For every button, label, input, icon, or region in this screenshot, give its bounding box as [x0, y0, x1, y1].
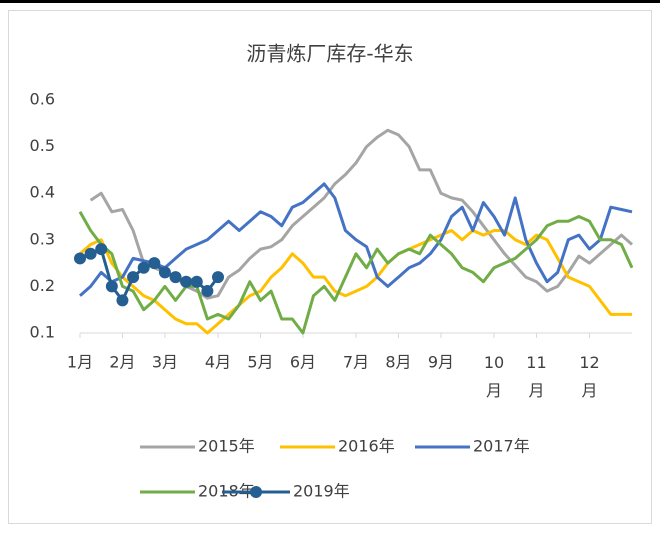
- y-tick-label: 0.2: [30, 276, 55, 295]
- x-tick-label: 5月: [247, 353, 273, 372]
- y-tick-label: 0.5: [30, 136, 55, 155]
- x-tick-label: 12 月: [579, 353, 599, 400]
- x-tick-label-line: 12: [579, 353, 599, 372]
- x-tick-label: 6月: [290, 353, 316, 372]
- series-marker: [201, 285, 214, 298]
- series-marker: [116, 294, 129, 307]
- x-tick-label-line: 月: [486, 381, 502, 400]
- series-marker: [169, 271, 182, 284]
- series-line: [79, 182, 633, 297]
- x-tick-label: 2月: [109, 353, 135, 372]
- x-tick-label-line: 月: [528, 381, 544, 400]
- x-tick-label: 10 月: [484, 353, 504, 400]
- chart-frame: [8, 10, 652, 524]
- x-tick-label: 3月: [152, 353, 178, 372]
- series-marker: [74, 252, 86, 265]
- legend-marker: [250, 486, 262, 498]
- series-line: [78, 211, 634, 335]
- series-marker: [190, 275, 203, 288]
- chart-title: 沥青炼厂库存-华东: [246, 42, 413, 66]
- y-tick-label: 0.3: [30, 229, 55, 248]
- series-marker: [137, 261, 150, 274]
- x-tick-label: 7月: [343, 353, 369, 372]
- x-tick-label: 9月: [428, 353, 454, 372]
- x-tick-label-line: 月: [582, 381, 598, 400]
- y-tick-label: 0.1: [30, 323, 55, 342]
- x-tick-label: 8月: [385, 353, 411, 372]
- y-tick-label: 0.4: [30, 183, 55, 202]
- top-rule: [0, 0, 660, 3]
- series-marker: [84, 247, 97, 260]
- legend-label: 2016年: [338, 437, 395, 456]
- legend-label: 2017年: [473, 437, 530, 456]
- series-marker: [158, 266, 171, 279]
- series-marker: [212, 271, 224, 284]
- series-marker: [127, 271, 140, 284]
- x-tick-label: 4月: [205, 353, 231, 372]
- x-tick-label-line: 11: [526, 353, 546, 372]
- series-marker: [105, 280, 118, 293]
- series-marker: [95, 243, 108, 256]
- y-tick-label: 0.6: [30, 90, 55, 109]
- series-marker: [180, 275, 193, 288]
- x-tick-label: 1月: [67, 353, 93, 372]
- series-marker: [148, 257, 161, 270]
- legend-label: 2015年: [198, 437, 255, 456]
- x-tick-label-line: 10: [484, 353, 504, 372]
- x-tick-label: 11 月: [526, 353, 546, 400]
- legend-label: 2019年: [293, 482, 350, 501]
